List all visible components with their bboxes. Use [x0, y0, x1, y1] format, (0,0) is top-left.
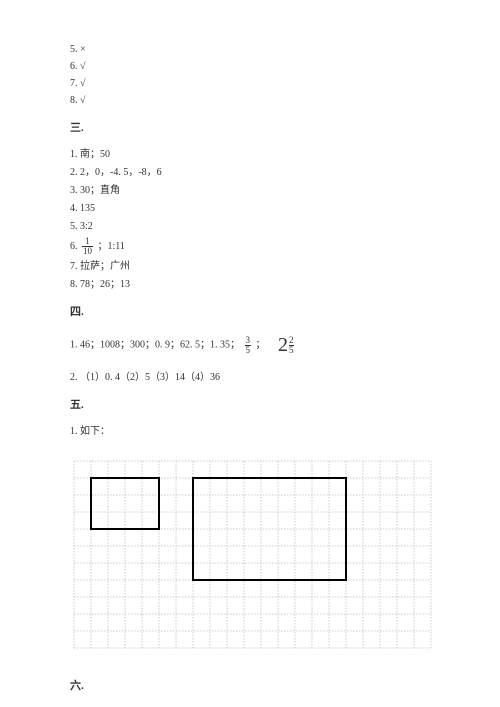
s3-item: 5. 3:2 — [70, 219, 440, 234]
s4-item1-prefix: 1. 46；1008；300；0. 9；62. 5；1. 35； — [70, 339, 243, 350]
section-4-heading: 四. — [70, 304, 440, 321]
s3-item: 4. 135 — [70, 201, 440, 216]
s4-item-1: 1. 46；1008；300；0. 9；62. 5；1. 35； 3 5 ； 2… — [70, 330, 440, 360]
section-5-body: 1. 如下： — [70, 424, 440, 652]
mixed-num: 2 — [289, 336, 294, 345]
s4-item-2: 2. （1）0. 4（2）5（3）14（4）36 — [70, 370, 440, 385]
top-check-list: 5. × 6. √ 7. √ 8. √ — [70, 42, 440, 108]
section-5-heading: 五. — [70, 397, 440, 414]
s4-item1-mid: ； — [256, 339, 269, 350]
mixed-den: 5 — [289, 345, 294, 355]
section-4-body: 1. 46；1008；300；0. 9；62. 5；1. 35； 3 5 ； 2… — [70, 330, 440, 385]
s3-item: 1. 南；50 — [70, 147, 440, 162]
mixed-whole: 2 — [278, 330, 288, 360]
s3-item-6: 6. 1 10 ；1:11 — [70, 237, 440, 256]
check-item: 7. √ — [70, 76, 440, 91]
frac-num: 3 — [245, 336, 252, 345]
frac-den: 10 — [82, 246, 93, 256]
section-3-body: 1. 南；50 2. 2，0，-4. 5，-8，6 3. 30；直角 4. 13… — [70, 147, 440, 292]
s3-item6-prefix: 6. — [70, 240, 80, 251]
check-item: 5. × — [70, 42, 440, 57]
section-6-heading: 六. — [70, 678, 440, 695]
s3-item: 8. 78；26；13 — [70, 277, 440, 292]
mixed-frac: 2 5 — [289, 336, 294, 355]
s3-item: 2. 2，0，-4. 5，-8，6 — [70, 165, 440, 180]
frac-den: 5 — [245, 345, 252, 355]
fraction: 3 5 — [245, 336, 252, 355]
mixed-number: 2 2 5 — [278, 330, 294, 360]
grid-svg — [70, 457, 435, 652]
fraction: 1 10 — [82, 237, 93, 256]
s3-item: 7. 拉萨；广州 — [70, 259, 440, 274]
check-item: 6. √ — [70, 59, 440, 74]
frac-num: 1 — [82, 237, 93, 246]
check-item: 8. √ — [70, 93, 440, 108]
s3-item: 3. 30；直角 — [70, 183, 440, 198]
s3-item6-suffix: ；1:11 — [98, 240, 125, 251]
s5-item-1: 1. 如下： — [70, 424, 440, 439]
grid-figure — [70, 457, 440, 652]
section-3-heading: 三. — [70, 120, 440, 137]
